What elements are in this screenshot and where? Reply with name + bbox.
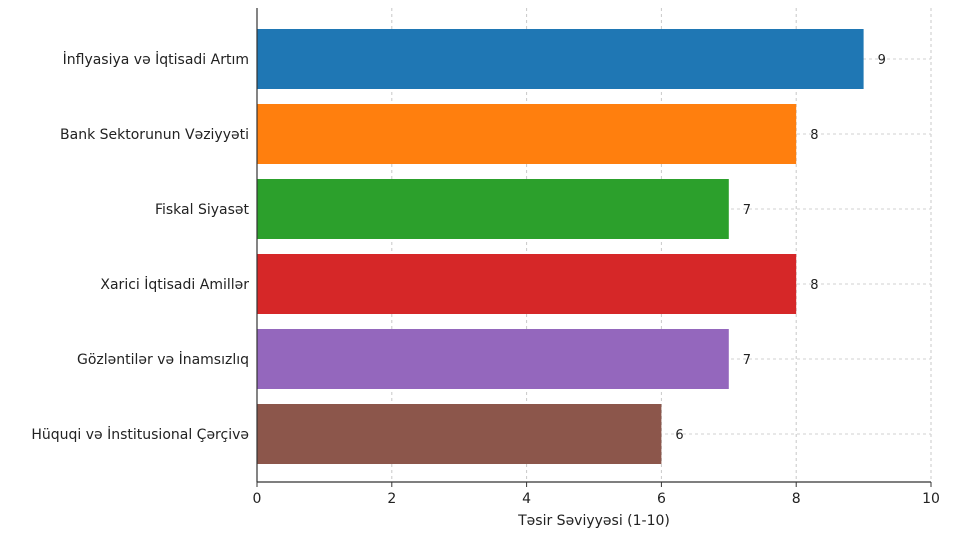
category-label: Bank Sektorunun Vəziyyəti [60, 127, 249, 143]
x-tick-label: 2 [387, 491, 396, 507]
category-label: İnflyasiya və İqtisadi Artım [63, 50, 249, 68]
bar [257, 29, 864, 89]
category-labels: İnflyasiya və İqtisadi Artım Bank Sektoru… [31, 50, 249, 443]
category-label: Hüquqi və İnstitusional Çərçivə [31, 425, 249, 443]
value-label: 8 [810, 128, 818, 143]
x-axis-title: Təsir Səviyyəsi (1-10) [517, 513, 670, 529]
bar [257, 254, 797, 314]
value-label: 7 [743, 353, 751, 368]
bar [257, 404, 662, 464]
x-tick-label: 10 [922, 491, 940, 507]
x-axis-ticks: 0 2 4 6 8 10 [253, 482, 940, 507]
value-labels: 9 8 7 8 7 6 [675, 53, 885, 443]
value-label: 8 [810, 278, 818, 293]
x-tick-label: 0 [253, 491, 262, 507]
bar [257, 329, 729, 389]
x-tick-label: 8 [792, 491, 801, 507]
value-label: 7 [743, 203, 751, 218]
bars [257, 29, 864, 464]
category-label: Fiskal Siyasət [155, 202, 250, 218]
x-tick-label: 4 [522, 491, 531, 507]
bar [257, 179, 729, 239]
bar [257, 104, 797, 164]
category-label: Gözləntilər və İnamsızlıq [77, 350, 249, 368]
category-label: Xarici İqtisadi Amillər [100, 275, 249, 293]
value-label: 9 [878, 53, 886, 68]
x-tick-label: 6 [657, 491, 666, 507]
value-label: 6 [675, 428, 683, 443]
